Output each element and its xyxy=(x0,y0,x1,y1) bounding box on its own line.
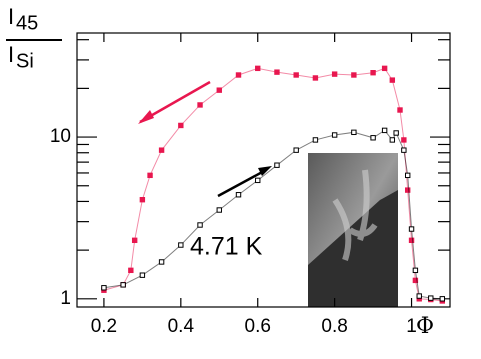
marker xyxy=(274,69,280,75)
y-label-sub: 45 xyxy=(16,12,38,34)
marker xyxy=(255,177,261,184)
x-tick-label: 1 xyxy=(406,316,417,337)
marker xyxy=(408,226,415,232)
arrow-head xyxy=(258,166,272,176)
marker xyxy=(428,295,434,301)
marker xyxy=(397,107,403,113)
marker xyxy=(120,282,126,288)
x-tick-label: 0.8 xyxy=(321,316,347,337)
marker xyxy=(389,137,396,143)
marker xyxy=(139,197,146,203)
x-tick-label: 0.2 xyxy=(91,316,117,337)
marker xyxy=(158,147,165,153)
x-tick-label: 0.4 xyxy=(168,316,195,337)
marker xyxy=(370,135,376,141)
y-tick-label: 10 xyxy=(50,126,71,147)
marker xyxy=(101,285,107,291)
y-label-main: I xyxy=(8,4,14,29)
marker xyxy=(235,192,242,198)
marker xyxy=(405,187,411,193)
marker xyxy=(131,237,138,244)
marker xyxy=(401,137,407,143)
marker xyxy=(235,72,242,78)
marker xyxy=(439,296,446,302)
marker xyxy=(408,237,415,244)
plot-frame xyxy=(76,32,451,308)
marker xyxy=(370,70,376,76)
marker xyxy=(312,75,319,81)
marker xyxy=(178,242,184,248)
marker xyxy=(147,172,153,179)
x-axis-label: Φ xyxy=(416,314,434,339)
y-tick-label: 1 xyxy=(60,288,71,309)
marker xyxy=(405,172,411,179)
marker xyxy=(331,71,338,77)
marker xyxy=(416,293,422,299)
marker xyxy=(216,207,222,213)
inset-image xyxy=(308,153,398,307)
marker xyxy=(381,65,388,72)
marker xyxy=(389,77,396,83)
annotation: 4.71 K xyxy=(190,233,263,261)
y-label-sub: Si xyxy=(16,50,34,72)
arrow-head xyxy=(138,110,154,124)
arrow xyxy=(217,168,267,198)
marker xyxy=(274,162,280,168)
marker xyxy=(158,259,165,265)
marker xyxy=(331,132,338,138)
marker xyxy=(139,272,146,278)
series-line xyxy=(103,67,443,302)
marker xyxy=(381,127,388,134)
marker xyxy=(351,129,357,136)
y-label-main: I xyxy=(8,42,14,67)
marker xyxy=(393,130,399,136)
x-tick-label: 0.6 xyxy=(245,316,271,337)
marker xyxy=(197,102,203,108)
marker xyxy=(293,72,299,78)
marker xyxy=(412,267,419,274)
marker xyxy=(412,277,419,284)
y-axis-label: I 45 I Si xyxy=(6,4,62,72)
marker xyxy=(255,65,261,72)
marker xyxy=(293,147,299,153)
marker xyxy=(312,137,319,143)
marker xyxy=(128,267,134,274)
marker xyxy=(401,147,407,153)
marker xyxy=(178,122,184,129)
marker xyxy=(351,72,357,78)
marker xyxy=(216,87,222,93)
marker xyxy=(197,222,203,228)
